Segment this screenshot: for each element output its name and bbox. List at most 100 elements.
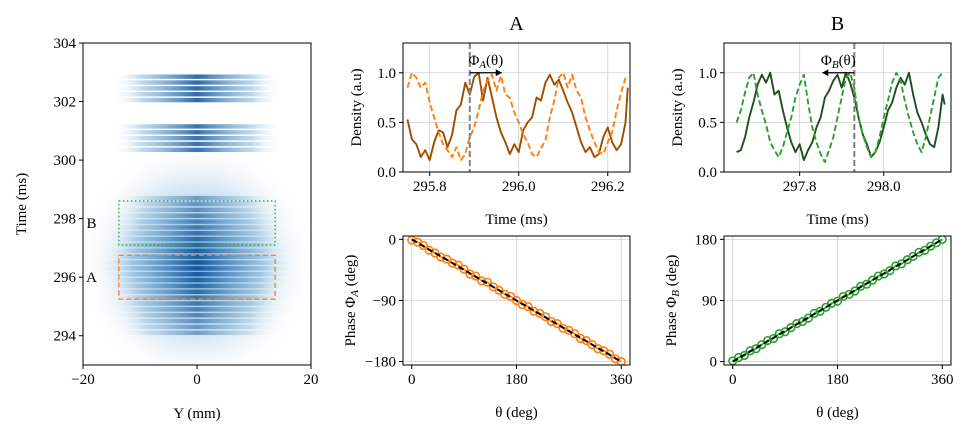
phase-data-point [809,308,819,319]
phase-y-axis-label: Phase ΦB (deg) [664,255,682,347]
density-y-tick-label: 0.5 [698,115,717,131]
fringe-band [111,80,283,85]
density-y-tick-label: 0.0 [698,165,717,181]
density-B-series [735,71,946,164]
phase-data-point [850,286,860,296]
fringe-band [99,277,295,283]
phase-data-point [792,318,802,329]
fringe-band [97,254,297,259]
region-boxes: AB [86,200,276,300]
map-x-axis-label: Y (mm) [173,406,220,422]
density-x-tick-label: 298.0 [867,179,901,195]
phase-data-point [552,318,562,329]
phase-arrow-head [822,69,829,77]
density-y-tick-label: 0.0 [377,165,396,181]
density-map-image [83,74,311,365]
fringe-band [111,74,283,79]
map-x-tick-label: −20 [71,372,94,388]
density-title-A: A [509,13,524,35]
phase-data-point [763,335,773,346]
fringe-band [95,260,299,265]
phase-data-point [541,312,551,322]
phase-data-point [418,240,428,251]
fringe-band [117,330,277,335]
phase-y-tick-label: 0 [710,355,718,371]
fringe-band [113,318,281,324]
fringe-band [95,266,299,271]
phase-x-tick-label: 0 [729,372,737,388]
density-x-axis-label: Time (ms) [485,212,547,228]
phase-data-point [774,329,784,339]
density-x-tick-label: 297.8 [783,179,817,195]
phase-data-point [517,299,527,310]
linear-fit-line [732,238,943,363]
phase-data-point [605,349,615,359]
region-box-A [118,254,276,300]
density-x-tick-label: 296.2 [591,179,625,195]
density-B-axes: ΦB(θ) 297.8 298.0 0.0 0.5 1.0 Time (ms) Density… [670,13,952,228]
phase-data-point [745,346,755,356]
fringe-band [111,141,283,147]
linear-fit-line [411,238,622,363]
density-series-solid [406,71,629,162]
phase-data-point [856,281,866,291]
fringe-band [107,225,287,230]
phase-data-point [465,269,475,279]
density-A-series [406,71,629,162]
fringe-band [117,195,277,201]
phase-y-tick-label: 0 [389,232,397,248]
density-series-dashed [735,71,944,164]
phase-data-point [529,306,539,316]
phase-x-tick-label: 0 [408,372,416,388]
density-A-panel: ΦA(θ) 295.8 296.0 296.2 0.0 0.5 1.0 Time (ms) De… [349,13,631,228]
phase-x-tick-label: 360 [610,372,633,388]
phase-data-point [593,344,603,354]
phase-data-point [459,264,469,274]
fringe-band [109,307,285,312]
map-y-axis-label: Time (ms) [14,173,30,235]
density-A-axes: ΦA(θ) 295.8 296.0 296.2 0.0 0.5 1.0 Time (ms) De… [349,13,631,228]
phase-data-point [570,329,580,339]
phase-data-point [885,266,895,276]
map-y-tick-label: 302 [54,95,77,111]
map-y-tick-label: 294 [54,329,77,345]
fringe-band [101,283,293,289]
fringe-band [105,295,289,300]
phase-A-panel: 0 180 360 0 −90 −180 θ (deg) Phase ΦA (deg) [343,232,633,421]
map-x-tick-label: 0 [193,372,201,388]
map-y-tick-label: 298 [54,212,77,228]
phase-data-point [832,296,843,306]
fringe-band [103,236,291,242]
phase-y-tick-label: −180 [365,355,396,371]
density-x-axis-label: Time (ms) [806,212,868,228]
phase-y-axis-label: Phase ΦA (deg) [343,255,361,347]
phase-data-point [616,357,626,365]
phase-data-point [768,333,779,344]
phase-data-point [739,350,749,361]
fringe-band [111,147,283,153]
density-y-tick-label: 1.0 [377,66,396,82]
map-y-tick-label: 296 [54,270,77,286]
fringe-band [107,301,287,306]
phase-x-tick-label: 180 [505,372,528,388]
phase-data-point [827,298,837,308]
map-y-tick-label: 300 [54,153,77,169]
axes-frame [723,42,952,173]
fringe-band [101,242,293,248]
density-title-B: B [831,13,844,35]
phase-data-point [471,271,481,281]
phase-data-point [803,313,813,323]
fringe-band [111,135,283,141]
density-map-axes: −20 0 20 294 296 298 300 302 304 Y (mm) Time (ms) [14,36,319,422]
phase-x-tick-label: 360 [931,372,954,388]
phase-y-tick-label: 180 [695,232,718,248]
density-series-solid [736,71,946,162]
phase-annotation: ΦB(θ) [821,53,856,71]
phase-B-panel: 0 180 360 0 90 180 θ (deg) Phase ΦB (deg) [664,232,954,421]
density-y-axis-label: Density (a.u) [670,68,686,146]
phase-data-point [546,316,557,327]
region-label-B: B [87,216,97,232]
fringe-band [111,124,283,129]
axes-frame [402,42,631,173]
